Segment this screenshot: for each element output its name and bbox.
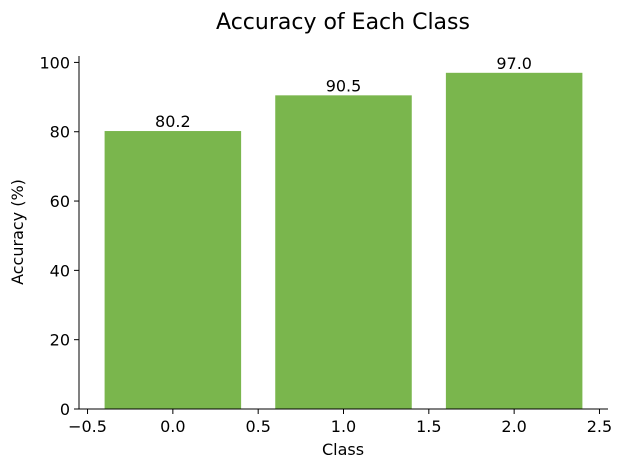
bar-1	[275, 95, 412, 409]
x-tick-label-1: 0.0	[160, 417, 185, 436]
y-tick-label-3: 60	[50, 192, 70, 211]
y-axis-label: Accuracy (%)	[8, 179, 27, 285]
x-tick-label-6: 2.5	[587, 417, 612, 436]
data-labels-group: 80.2 90.5 97.0	[155, 54, 532, 131]
bar-2	[445, 72, 583, 410]
chart-title: Accuracy of Each Class	[216, 10, 470, 35]
y-tick-label-1: 20	[50, 331, 70, 350]
bar-value-label-2: 97.0	[496, 54, 532, 73]
x-axis-label: Class	[322, 440, 364, 459]
bar-value-label-1: 90.5	[326, 76, 362, 95]
x-tick-label-0: −0.5	[68, 417, 107, 436]
y-tick-label-5: 100	[39, 53, 70, 72]
bar-value-label-0: 80.2	[155, 112, 191, 131]
bar-0	[104, 131, 242, 410]
x-tick-label-3: 1.0	[331, 417, 356, 436]
x-tick-label-5: 2.0	[501, 417, 526, 436]
x-tick-label-2: 0.5	[245, 417, 270, 436]
y-axis-ticks: 0 20 40 60 80 100	[39, 53, 79, 419]
x-tick-label-4: 1.5	[416, 417, 441, 436]
y-tick-label-4: 80	[50, 123, 70, 142]
x-axis-ticks: −0.5 0.0 0.5 1.0 1.5 2.0 2.5	[68, 409, 612, 436]
bars-group	[104, 72, 583, 410]
y-tick-label-0: 0	[60, 400, 70, 419]
y-tick-label-2: 40	[50, 261, 70, 280]
